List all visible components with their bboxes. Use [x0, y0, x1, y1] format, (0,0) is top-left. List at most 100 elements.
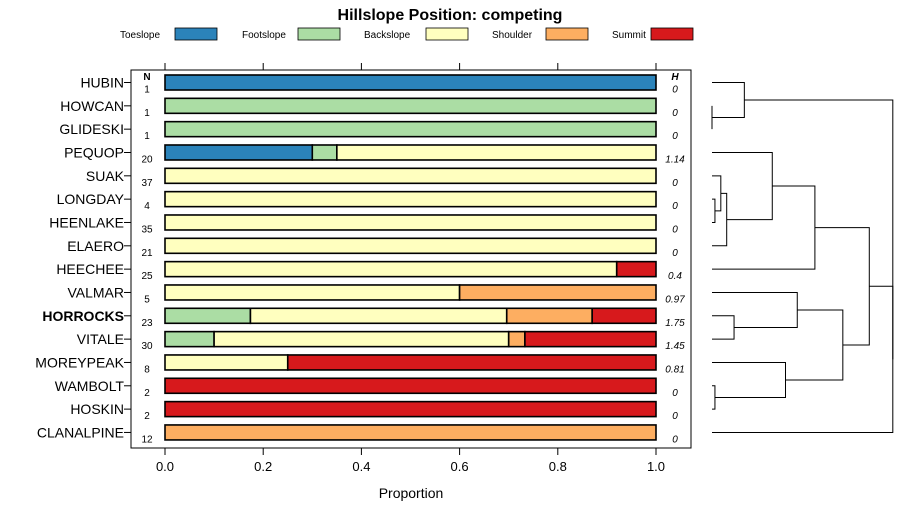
n-value-clanalpine: 12: [141, 434, 153, 445]
n-value-longday: 4: [144, 201, 150, 212]
legend-swatch-footslope: [297, 27, 341, 41]
bar-segment-horrocks-summit: [591, 307, 657, 325]
n-value-vitale: 30: [141, 341, 153, 352]
h-value-suak: 0: [672, 178, 678, 189]
n-value-glideski: 1: [144, 131, 150, 142]
n-value-suak: 37: [141, 178, 153, 189]
legend-swatch-backslope: [425, 27, 469, 41]
x-tick-label-0-8: 0.8: [549, 459, 567, 474]
bar-segment-clanalpine-shoulder: [164, 424, 657, 441]
n-value-hubin: 1: [144, 85, 150, 96]
x-tick-label-0-0: 0.0: [156, 459, 174, 474]
h-value-elaero: 0: [672, 248, 678, 259]
legend-swatch-toeslope: [174, 27, 218, 41]
n-value-elaero: 21: [141, 248, 153, 259]
h-value-longday: 0: [672, 201, 678, 212]
dendrogram-link-14: [712, 285, 894, 433]
n-value-wambolt: 2: [144, 388, 150, 399]
h-value-horrocks: 1.75: [665, 318, 685, 329]
legend-label-shoulder: Shoulder: [492, 30, 533, 41]
bar-segment-moreypeak-backslope: [164, 354, 289, 371]
dendrogram-link-12: [785, 309, 844, 381]
h-value-vitale: 1.45: [665, 341, 685, 352]
n-value-horrocks: 23: [141, 318, 153, 329]
bar-segment-vitale-shoulder: [507, 330, 526, 348]
row-label-heenlake: HEENLAKE: [49, 214, 124, 230]
h-value-heechee: 0.4: [668, 271, 682, 282]
dendrogram-link-4: [712, 192, 728, 247]
row-label-heechee: HEECHEE: [56, 261, 124, 277]
bar-segment-vitale-summit: [524, 330, 657, 348]
x-tick-label-0-2: 0.2: [254, 459, 272, 474]
bar-segment-hoskin-summit: [164, 400, 657, 418]
h-value-hoskin: 0: [672, 411, 678, 422]
row-label-clanalpine: CLANALPINE: [37, 424, 124, 440]
row-label-longday: LONGDAY: [57, 191, 125, 207]
dendrogram-link-9: [712, 361, 786, 398]
plot-frame: [130, 69, 692, 449]
h-value-moreypeak: 0.81: [665, 364, 684, 375]
x-axis-label: Proportion: [379, 485, 444, 501]
row-label-hoskin: HOSKIN: [70, 401, 124, 417]
bar-segment-vitale-backslope: [213, 330, 510, 348]
dendrogram-link-8: [712, 291, 798, 328]
n-value-pequop: 20: [141, 154, 153, 165]
h-value-wambolt: 0: [672, 388, 678, 399]
legend-label-toeslope: Toeslope: [120, 30, 160, 41]
n-value-moreypeak: 8: [144, 364, 150, 375]
row-label-moreypeak: MOREYPEAK: [35, 354, 124, 370]
legend-label-footslope: Footslope: [242, 30, 286, 41]
h-value-howcan: 0: [672, 108, 678, 119]
bar-segment-longday-backslope: [164, 190, 657, 208]
bar-segment-heechee-summit: [615, 260, 657, 278]
bar-segment-valmar-shoulder: [458, 284, 657, 301]
x-tick-label-1-0: 1.0: [647, 459, 665, 474]
dendrogram-link-2: [712, 198, 716, 223]
h-value-clanalpine: 0: [672, 434, 678, 445]
dendrogram-link-5: [712, 385, 716, 410]
row-label-hubin: HUBIN: [80, 75, 124, 91]
row-label-glideski: GLIDESKI: [59, 121, 124, 137]
legend-swatch-shoulder: [545, 27, 589, 41]
h-value-hubin: 0: [672, 85, 678, 96]
h-value-pequop: 1.14: [665, 154, 685, 165]
dendrogram-link-6: [712, 315, 735, 340]
row-label-valmar: VALMAR: [67, 284, 124, 300]
bar-segment-wambolt-summit: [164, 377, 657, 395]
n-value-valmar: 5: [144, 294, 150, 305]
x-tick-label-0-4: 0.4: [352, 459, 370, 474]
n-value-howcan: 1: [144, 108, 150, 119]
legend-label-summit: Summit: [612, 30, 646, 41]
bar-segment-pequop-toeslope: [164, 144, 314, 161]
n-value-hoskin: 2: [144, 411, 150, 422]
n-value-heenlake: 35: [141, 224, 153, 235]
row-label-elaero: ELAERO: [67, 238, 124, 254]
h-value-glideski: 0: [672, 131, 678, 142]
bar-segment-horrocks-shoulder: [505, 307, 593, 325]
bar-segment-valmar-backslope: [164, 284, 461, 301]
dendrogram-link-3: [712, 175, 722, 212]
row-label-horrocks: HORROCKS: [42, 308, 124, 324]
dendrogram-link-13: [814, 227, 870, 346]
bar-segment-glideski-footslope: [164, 120, 657, 138]
bar-segment-heenlake-backslope: [164, 214, 657, 231]
bar-segment-pequop-backslope: [336, 144, 657, 161]
legend-label-backslope: Backslope: [364, 30, 411, 41]
n-value-heechee: 25: [141, 271, 153, 282]
dendrogram-link-15: [744, 99, 894, 360]
legend-swatch-summit: [650, 27, 694, 41]
dendrogram-link-10: [712, 185, 816, 270]
dendrogram-link-11: [712, 82, 745, 118]
x-tick-label-0-6: 0.6: [451, 459, 469, 474]
bar-segment-horrocks-footslope: [164, 307, 252, 325]
dendrogram: [711, 82, 894, 433]
h-column-header: H: [671, 72, 679, 83]
row-label-suak: SUAK: [86, 168, 125, 184]
h-value-valmar: 0.97: [665, 294, 685, 305]
chart-title: Hillslope Position: competing: [338, 7, 563, 24]
bar-segment-pequop-footslope: [311, 144, 338, 161]
legend: Toeslope Footslope Backslope Shoulder Summit: [120, 27, 694, 41]
bar-segment-moreypeak-summit: [286, 354, 657, 371]
